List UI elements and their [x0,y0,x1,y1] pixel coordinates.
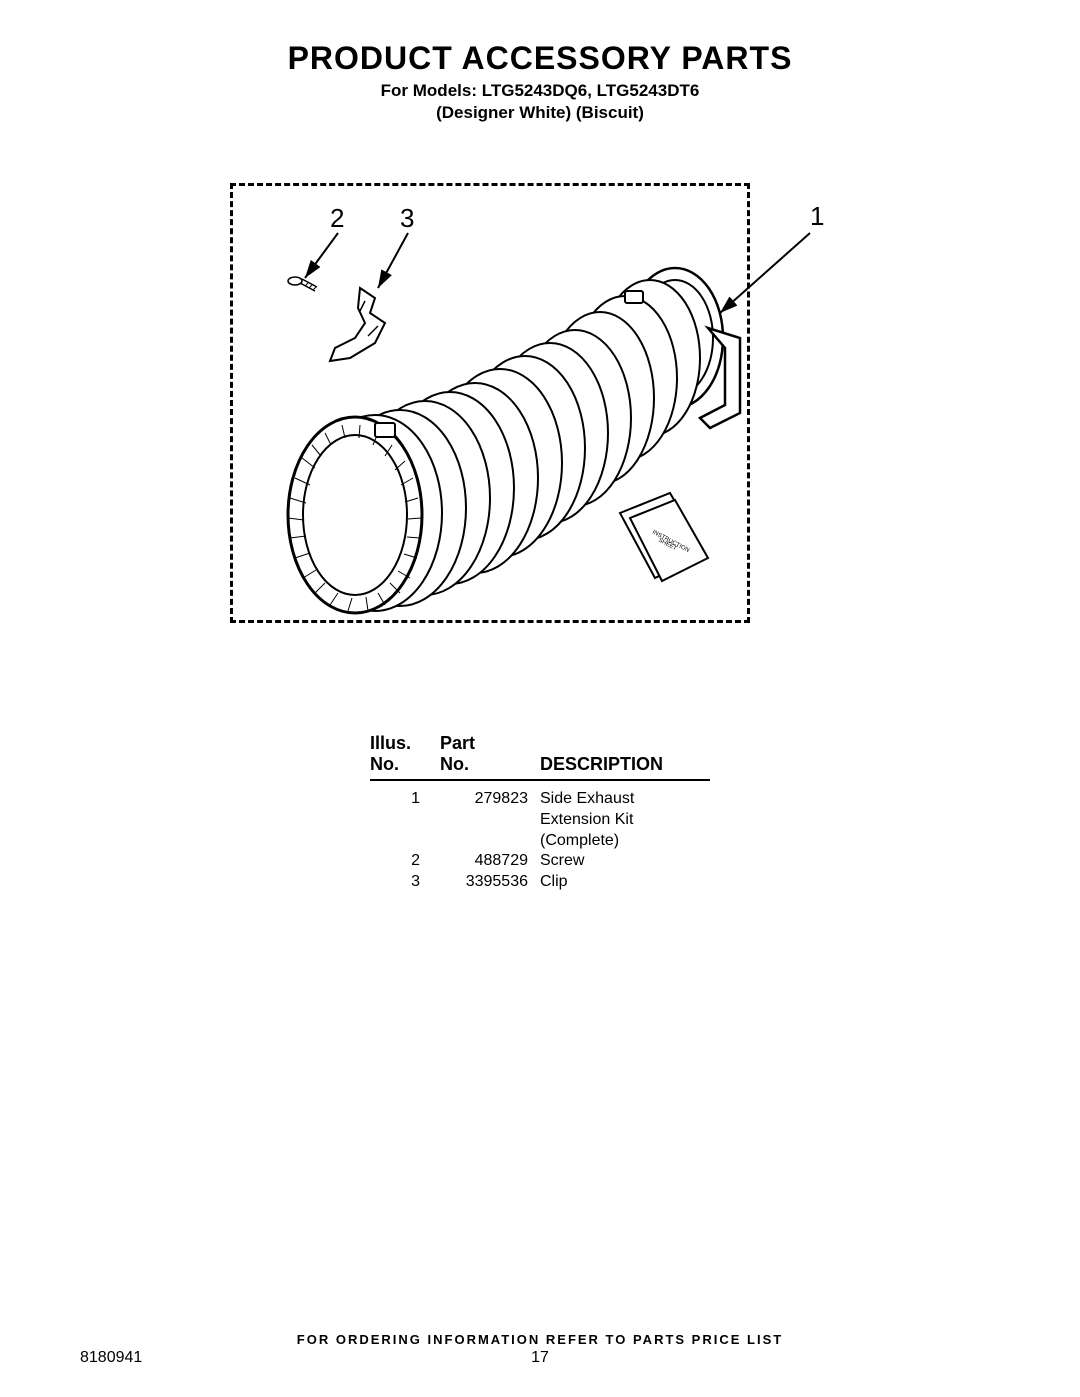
page-header: PRODUCT ACCESSORY PARTS For Models: LTG5… [80,40,1000,123]
cell-part: 488729 [440,851,540,872]
screw-icon [288,277,317,291]
table-row: 2 488729 Screw [370,851,710,872]
cell-part: 3395536 [440,872,540,893]
header-part: PartNo. [440,733,540,775]
header-desc: DESCRIPTION [540,733,710,775]
document-number: 8180941 [80,1349,142,1367]
cell-desc: Screw [540,851,710,872]
parts-diagram: 2 3 1 [230,183,850,653]
ordering-info: FOR ORDERING INFORMATION REFER TO PARTS … [0,1332,1080,1347]
instruction-sheet-icon: INSTRUCTION SHEET [620,493,708,581]
page-number: 17 [531,1349,549,1367]
page-footer: FOR ORDERING INFORMATION REFER TO PARTS … [0,1332,1080,1347]
page-title: PRODUCT ACCESSORY PARTS [80,40,1000,77]
colors-line: (Designer White) (Biscuit) [80,103,1000,123]
header-illus: Illus.No. [370,733,440,775]
models-line: For Models: LTG5243DQ6, LTG5243DT6 [80,81,1000,101]
parts-illustration: INSTRUCTION SHEET [230,183,850,653]
cell-illus: 2 [370,851,440,872]
table-row: 3 3395536 Clip [370,872,710,893]
cell-illus: 1 [370,789,440,851]
clip-icon [330,288,385,361]
table-header-row: Illus.No. PartNo. DESCRIPTION [370,733,710,781]
cell-illus: 3 [370,872,440,893]
table-row: 1 279823 Side Exhaust Extension Kit (Com… [370,789,710,851]
cell-desc: Clip [540,872,710,893]
cell-part: 279823 [440,789,540,851]
parts-table: Illus.No. PartNo. DESCRIPTION 1 279823 S… [370,733,710,893]
cell-desc: Side Exhaust Extension Kit (Complete) [540,789,710,851]
